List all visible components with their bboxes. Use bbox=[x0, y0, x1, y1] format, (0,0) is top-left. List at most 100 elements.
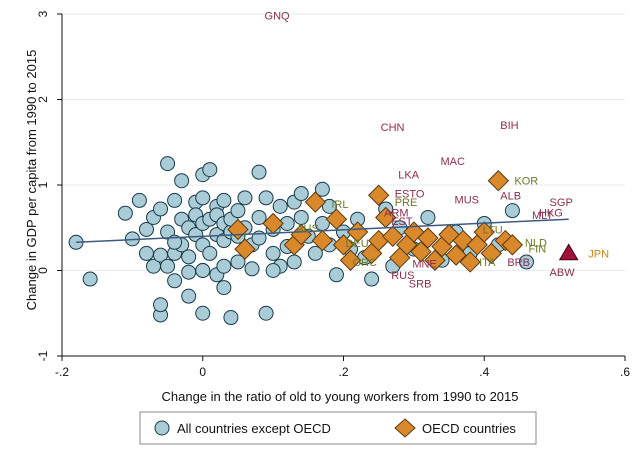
non-oecd-point bbox=[181, 249, 197, 265]
non-oecd-point bbox=[195, 190, 211, 206]
y-tick-label: 0 bbox=[36, 267, 50, 274]
non-oecd-point bbox=[258, 190, 274, 206]
oecd-point bbox=[234, 238, 256, 260]
x-tick-label: .6 bbox=[620, 365, 630, 379]
axis-ticks: -1 0 1 2 3 -.2 0 .2 .4 .6 bbox=[36, 10, 630, 379]
non-oecd-point bbox=[160, 258, 176, 274]
legend: All countries except OECD OECD countries bbox=[139, 411, 537, 445]
x-tick-label: .4 bbox=[479, 365, 489, 379]
non-oecd-point bbox=[138, 245, 154, 261]
non-oecd-point bbox=[188, 227, 204, 243]
point-label-alb: ALB bbox=[500, 190, 521, 202]
non-oecd-point bbox=[202, 245, 218, 261]
non-oecd-point bbox=[258, 305, 274, 321]
legend-circle-marker bbox=[154, 420, 170, 436]
point-label-ltu: LTU bbox=[483, 224, 503, 236]
non-oecd-point bbox=[420, 209, 436, 225]
non-oecd-point bbox=[202, 162, 218, 178]
point-label-pre: PRE bbox=[395, 197, 418, 209]
non-oecd-point bbox=[223, 310, 239, 326]
oecd-point bbox=[417, 227, 439, 249]
x-tick-label: 0 bbox=[199, 365, 206, 379]
non-oecd-point bbox=[167, 234, 183, 250]
non-oecd-point bbox=[174, 173, 190, 189]
oecd-point bbox=[487, 170, 510, 192]
point-label-arm: ARM bbox=[384, 207, 408, 219]
point-label-est: EST bbox=[391, 216, 413, 228]
non-oecd-point bbox=[216, 280, 232, 296]
non-oecd-point bbox=[307, 245, 323, 261]
oecd-point bbox=[473, 221, 495, 243]
point-label-brb: BRB bbox=[507, 257, 530, 269]
y-tick-label: 2 bbox=[36, 96, 50, 103]
point-label-nld: NLD bbox=[525, 237, 547, 249]
oecd-point bbox=[332, 234, 355, 256]
non-oecd-point bbox=[518, 254, 534, 270]
point-label-mac: MAC bbox=[440, 156, 465, 168]
non-oecd-point bbox=[167, 273, 183, 289]
non-oecd-point bbox=[251, 209, 267, 225]
point-label-gnq: GNQ bbox=[265, 11, 291, 23]
point-label-grc: GRC bbox=[353, 257, 378, 269]
fit-line-group bbox=[76, 218, 569, 244]
x-tick-label: .2 bbox=[338, 365, 348, 379]
oecd-point bbox=[304, 191, 327, 213]
oecd-point bbox=[424, 249, 446, 271]
point-label-srb: SRB bbox=[409, 278, 432, 290]
non-oecd-point bbox=[117, 205, 133, 221]
non-oecd-point bbox=[286, 254, 302, 270]
non-oecd-point bbox=[364, 271, 380, 287]
non-oecd-point bbox=[138, 221, 154, 237]
oecd-point bbox=[382, 225, 404, 248]
y-axis-label: Change in GDP per capita from 1990 to 20… bbox=[24, 50, 39, 311]
legend-label-non-oecd: All countries except OECD bbox=[177, 421, 331, 436]
point-label-mlt: MLT bbox=[532, 210, 553, 222]
oecd-point bbox=[501, 234, 524, 256]
jpn-point bbox=[558, 243, 579, 261]
point-label-esto: ESTO bbox=[395, 189, 425, 201]
data-points bbox=[68, 156, 579, 326]
non-oecd-point bbox=[314, 181, 330, 197]
non-oecd-point bbox=[504, 203, 520, 219]
oecd-point bbox=[339, 249, 362, 271]
point-label-lka: LKA bbox=[398, 170, 419, 182]
non-oecd-point bbox=[181, 264, 197, 280]
legend-label-oecd: OECD countries bbox=[422, 421, 516, 436]
x-tick-label: -.2 bbox=[55, 365, 69, 379]
point-label-rus: RUS bbox=[391, 270, 414, 282]
point-label-mne: MNE bbox=[412, 259, 436, 271]
non-oecd-point bbox=[265, 263, 281, 278]
legend-diamond-marker bbox=[394, 418, 416, 438]
non-oecd-point bbox=[328, 267, 344, 283]
point-label-chn: CHN bbox=[381, 122, 405, 134]
point-label-fin: FIN bbox=[528, 243, 546, 255]
non-oecd-point bbox=[167, 192, 183, 208]
point-label-abw: ABW bbox=[550, 267, 576, 279]
non-oecd-point bbox=[195, 305, 211, 321]
non-oecd-point bbox=[82, 271, 98, 287]
x-axis-label: Change in the ratio of old to young work… bbox=[162, 389, 519, 404]
gridlines bbox=[62, 13, 625, 357]
oecd-point bbox=[459, 251, 481, 273]
fit-line bbox=[76, 218, 569, 244]
non-oecd-point bbox=[293, 186, 309, 202]
non-oecd-point bbox=[131, 192, 147, 208]
point-label-kor: KOR bbox=[514, 176, 538, 188]
point-label-mus: MUS bbox=[455, 195, 479, 207]
oecd-point bbox=[367, 184, 390, 206]
non-oecd-point bbox=[216, 192, 232, 208]
oecd-point bbox=[480, 242, 502, 265]
non-oecd-point bbox=[160, 156, 176, 172]
non-oecd-point bbox=[160, 224, 176, 240]
non-oecd-point bbox=[230, 203, 246, 219]
non-oecd-point bbox=[237, 190, 253, 206]
non-oecd-point bbox=[251, 164, 267, 180]
non-oecd-point bbox=[195, 263, 211, 278]
point-label-aus: AUS bbox=[296, 223, 319, 235]
non-oecd-point bbox=[181, 288, 197, 304]
point-label-ita: ITA bbox=[479, 257, 496, 269]
non-oecd-point bbox=[244, 261, 260, 277]
